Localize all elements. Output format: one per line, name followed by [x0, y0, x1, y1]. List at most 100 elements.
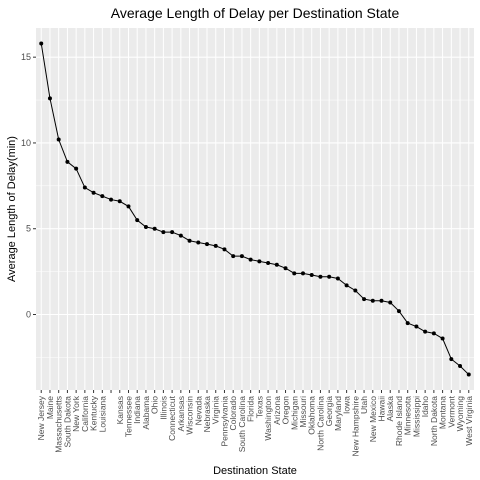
data-point [449, 357, 454, 362]
x-tick-label: South Dakota [62, 396, 72, 448]
x-tick-label: Oregon [281, 396, 291, 425]
data-point [266, 261, 271, 266]
x-tick-label: Wyoming [455, 396, 465, 432]
data-point [405, 321, 410, 326]
x-tick-label: Kentucky [89, 395, 99, 431]
data-point [143, 225, 148, 230]
data-point [292, 271, 297, 276]
x-tick-label: New Jersey [36, 395, 46, 440]
x-tick-label: Utah [359, 396, 369, 414]
x-tick-label: Alabama [141, 396, 151, 430]
x-tick-label: Washington [263, 396, 273, 441]
x-tick-label: New Mexico [368, 396, 378, 443]
x-tick-label: Maryland [333, 396, 343, 431]
y-tick-label: 15 [21, 52, 31, 62]
data-point [370, 298, 375, 303]
data-point [205, 242, 210, 247]
data-point [117, 199, 122, 204]
data-point [335, 276, 340, 281]
x-tick-label: Ohio [150, 396, 160, 414]
data-point [56, 137, 61, 142]
x-tick-label: Tennessee [123, 396, 133, 437]
data-point [353, 288, 358, 293]
data-point [327, 274, 332, 279]
data-point [74, 166, 79, 171]
data-point [47, 96, 52, 101]
data-point [309, 273, 314, 278]
data-point [65, 159, 70, 164]
x-tick-label: Indiana [132, 396, 142, 424]
y-tick-label: 10 [21, 138, 31, 148]
data-point [248, 257, 253, 262]
x-tick-label: Idaho [420, 396, 430, 418]
x-tick-label: New Hampshire [350, 396, 360, 457]
x-tick-label: Louisiana [97, 396, 107, 433]
x-tick-label: Kansas [115, 396, 125, 424]
x-tick-label: Arizona [272, 396, 282, 425]
y-axis-title: Average Length of Delay(min) [6, 136, 18, 282]
x-tick-label: Alaska [385, 396, 395, 422]
data-point [458, 363, 463, 368]
data-point [82, 185, 87, 190]
x-tick-label: Texas [254, 396, 264, 418]
x-tick-label: Hawaii [377, 396, 387, 422]
x-tick-label: Connecticut [167, 395, 177, 441]
data-point [170, 230, 175, 235]
plot-panel [36, 28, 474, 390]
x-tick-label: Vermont [446, 395, 456, 427]
x-tick-label: New York [71, 395, 81, 432]
x-tick-label: Rhode Island [394, 396, 404, 446]
data-point [178, 233, 183, 238]
data-point [109, 197, 114, 202]
series-points [39, 41, 471, 377]
data-point [213, 243, 218, 248]
data-point [135, 218, 140, 223]
chart-title: Average Length of Delay per Destination … [111, 5, 400, 21]
data-point [196, 240, 201, 245]
x-tick-label: Colorado [228, 396, 238, 431]
x-tick-label: Virginia [211, 396, 221, 424]
data-point [283, 266, 288, 271]
x-tick-label: Pennsylvania [219, 396, 229, 447]
x-tick-label: Georgia [324, 396, 334, 427]
data-point [100, 194, 105, 199]
data-point [222, 247, 227, 252]
grid-lines [36, 28, 474, 390]
x-tick-label: Maine [45, 396, 55, 419]
data-point [440, 336, 445, 341]
data-point [152, 226, 157, 231]
x-tick-label: Michigan [289, 396, 299, 430]
x-tick-label: West Virginia [464, 396, 474, 446]
x-tick-label: Nebraska [202, 396, 212, 433]
data-point [344, 283, 349, 288]
x-tick-label: Illinois [158, 396, 168, 420]
data-point [126, 204, 131, 209]
data-point [239, 254, 244, 259]
x-tick-label: Minnesota [403, 396, 413, 435]
data-point [466, 372, 471, 377]
x-tick-label: Wisconsin [185, 396, 195, 435]
x-tick-label: Oklahoma [307, 396, 317, 435]
data-point [396, 309, 401, 314]
data-point [91, 190, 96, 195]
x-tick-label: Montana [438, 396, 448, 429]
data-point [423, 329, 428, 334]
data-point [414, 324, 419, 329]
data-point [187, 238, 192, 243]
y-tick-label: 0 [26, 310, 31, 320]
x-tick-label: North Carolina [315, 396, 325, 451]
x-tick-label: North Dakota [429, 396, 439, 446]
x-tick-label: Florida [246, 396, 256, 422]
data-point [431, 331, 436, 336]
data-point [318, 274, 323, 279]
x-tick-label: Massachusetts [54, 396, 64, 453]
x-tick-label: Arkansas [176, 396, 186, 431]
y-tick-label: 5 [26, 224, 31, 234]
x-tick-label: Iowa [342, 396, 352, 414]
data-point [231, 254, 236, 259]
x-tick-label: Nevada [193, 396, 203, 426]
x-axis-title: Destination State [213, 465, 297, 477]
data-point [161, 230, 166, 235]
